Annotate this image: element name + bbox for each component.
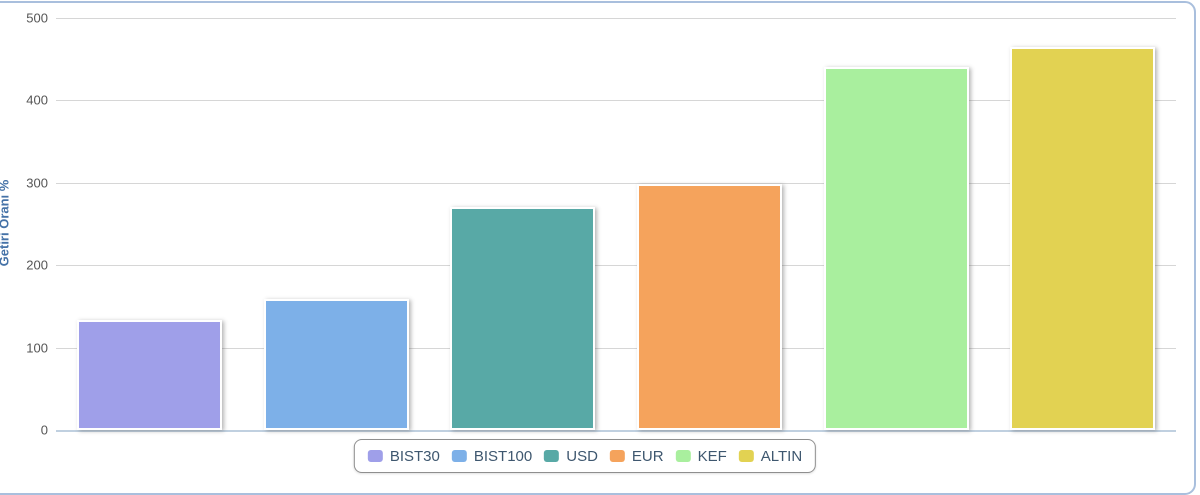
legend-label: BIST30	[389, 447, 440, 465]
bar-bist30[interactable]	[76, 320, 222, 430]
legend-label: BIST100	[473, 447, 533, 465]
gridline-300	[56, 182, 1176, 184]
legend-item-eur[interactable]: EUR	[609, 447, 664, 465]
legend-item-bist100[interactable]: BIST100	[451, 447, 533, 465]
legend-label: KEF	[697, 447, 727, 465]
bar-usd[interactable]	[450, 206, 596, 430]
legend-swatch-eur	[609, 450, 625, 462]
legend-swatch-bist100	[451, 450, 467, 462]
legend-item-usd[interactable]: USD	[544, 448, 598, 465]
gridline-500	[56, 18, 1176, 19]
gridline-200	[56, 265, 1176, 267]
y-tick-label-0: 0	[40, 422, 48, 438]
gridline-100	[56, 347, 1176, 349]
y-axis-title: Getiri Oranı %	[0, 180, 12, 267]
plot-area	[56, 18, 1176, 432]
bar-altin[interactable]	[1010, 46, 1156, 430]
legend-label: USD	[566, 447, 598, 465]
y-tick-label-200: 200	[26, 257, 48, 273]
legend-item-bist30[interactable]: BIST30	[367, 447, 440, 465]
y-tick-label-500: 500	[26, 10, 48, 26]
gridline-400	[56, 100, 1176, 102]
y-tick-label-300: 300	[26, 175, 48, 191]
x-axis-line	[56, 430, 1176, 432]
legend-swatch-kef	[675, 450, 691, 462]
legend-item-kef[interactable]: KEF	[675, 447, 727, 465]
legend-item-altin[interactable]: ALTIN	[738, 447, 803, 465]
bar-bist100[interactable]	[263, 298, 409, 430]
legend-label: ALTIN	[760, 447, 803, 465]
bar-eur[interactable]	[636, 183, 782, 430]
legend: BIST30 BIST100 USD EUR KEF ALTIN	[353, 439, 817, 473]
legend-swatch-bist30	[367, 450, 383, 462]
bar-kef[interactable]	[823, 66, 969, 430]
y-tick-label-400: 400	[26, 92, 48, 108]
legend-label: EUR	[631, 447, 664, 465]
legend-swatch-usd	[544, 450, 560, 462]
y-tick-label-100: 100	[26, 340, 48, 356]
legend-swatch-altin	[738, 450, 754, 462]
